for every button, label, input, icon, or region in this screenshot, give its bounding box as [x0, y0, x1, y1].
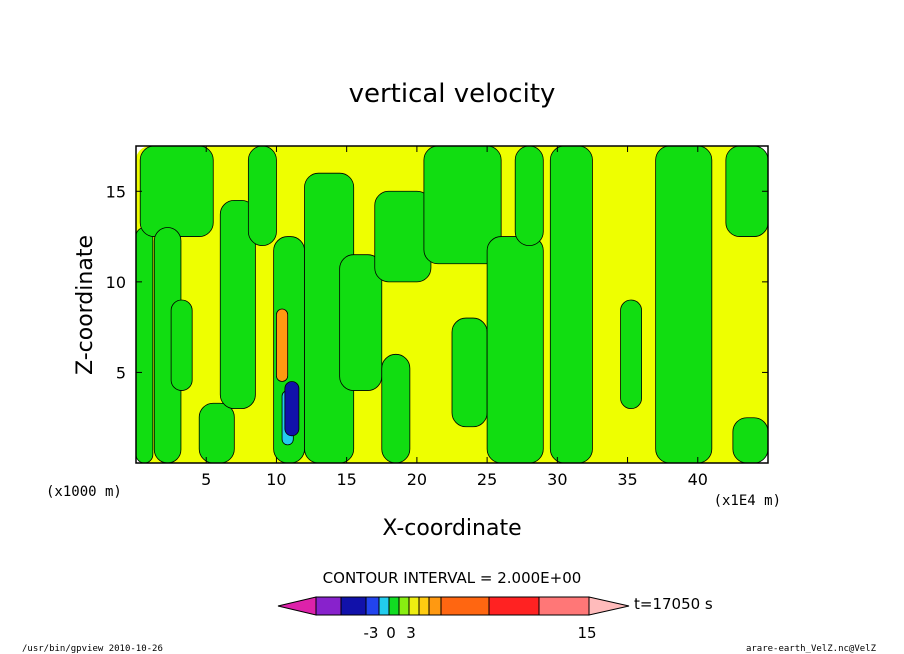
time-label: t=17050 s — [634, 595, 713, 613]
colorbar-bin — [378, 596, 390, 616]
footer-left: /usr/bin/gpview 2010-10-26 — [22, 644, 163, 654]
colorbar-bin — [418, 596, 430, 616]
field-region-negative — [247, 146, 277, 247]
y-axis-label: Z-coordinate — [73, 235, 98, 375]
colorbar-tick-label: 15 — [577, 624, 596, 642]
contour-interval-label: CONTOUR INTERVAL = 2.000E+00 — [323, 569, 582, 587]
colorbar-bin — [588, 596, 630, 616]
y-tick-label: 10 — [106, 273, 126, 292]
colorbar-bin — [428, 596, 442, 616]
x-tick-label: 15 — [336, 470, 356, 489]
colorbar-bin — [408, 596, 420, 616]
field-region-negative — [620, 299, 642, 410]
y-tick-label: 5 — [116, 363, 126, 382]
y-tick-label: 15 — [106, 182, 126, 201]
field-region-negative — [451, 317, 488, 428]
x-unit-label: (x1E4 m) — [714, 493, 781, 509]
y-unit-label: (x1000 m) — [46, 484, 122, 500]
field-region-negative — [423, 146, 502, 265]
field-region-negative — [219, 199, 256, 410]
colorbar-bin — [315, 596, 342, 616]
colorbar-bin — [538, 596, 590, 616]
x-tick-label: 35 — [617, 470, 637, 489]
field-region-negative — [170, 299, 193, 391]
colorbar-bin — [365, 596, 380, 616]
field-region-negative — [374, 190, 432, 283]
field-region-negative — [486, 236, 544, 463]
field-region-negative — [339, 254, 383, 391]
colorbar — [277, 596, 630, 616]
x-tick-label: 5 — [201, 470, 211, 489]
colorbar-bin — [488, 596, 540, 616]
x-tick-label: 20 — [407, 470, 427, 489]
colorbar-tick-label: -3 — [364, 624, 379, 642]
field-region-negative — [198, 402, 235, 463]
footer-right: arare-earth_VelZ.nc@VelZ — [746, 644, 877, 654]
field-region-negative — [732, 417, 768, 463]
field-region-negative — [139, 146, 214, 237]
x-tick-label: 10 — [266, 470, 286, 489]
field-region-negative — [655, 146, 713, 463]
colorbar-bin — [440, 596, 490, 616]
x-tick-label: 40 — [688, 470, 708, 489]
field-region-negative — [549, 146, 593, 463]
colorbar-tick-labels: -3 0 3 15 — [364, 624, 597, 642]
x-axis-label: X-coordinate — [382, 516, 521, 541]
x-tick-label: 25 — [477, 470, 497, 489]
field-region-negative — [725, 146, 768, 237]
x-tick-label: 30 — [547, 470, 567, 489]
colorbar-tick-label: 0 — [386, 624, 396, 642]
colorbar-tick-label: 3 — [406, 624, 416, 642]
field-region-negative — [514, 146, 544, 247]
colorbar-bin — [277, 596, 317, 616]
x-axis-ticks: 5 10 15 20 25 30 35 40 — [201, 146, 708, 489]
field-region-core — [284, 381, 300, 437]
plot-frame — [135, 145, 769, 464]
chart-title: vertical velocity — [349, 79, 556, 109]
field-region-negative — [381, 353, 411, 463]
y-axis-ticks: 5 10 15 — [106, 182, 768, 382]
plot-area — [136, 146, 768, 463]
field-region-strong_up — [276, 308, 289, 382]
colorbar-bin — [388, 596, 400, 616]
field-region-negative — [136, 227, 154, 463]
colorbar-bin — [398, 596, 410, 616]
colorbar-bin — [340, 596, 367, 616]
